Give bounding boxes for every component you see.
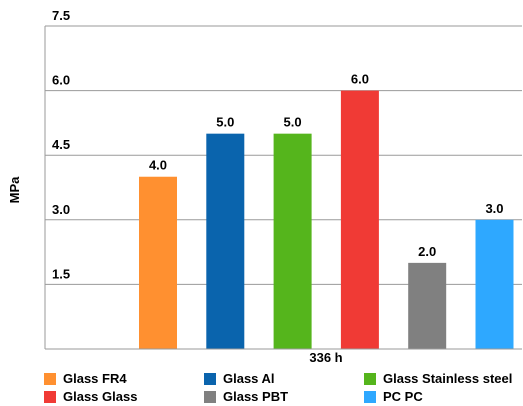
bar-glass-glass [340, 90, 379, 349]
y-axis-label: MPa [7, 176, 22, 204]
bar-value-label: 4.0 [149, 158, 167, 173]
x-axis-label: 336 h [309, 350, 342, 365]
bar-value-label: 2.0 [418, 244, 436, 259]
bar-value-label: 5.0 [216, 115, 234, 130]
bar-glass-al [206, 133, 245, 349]
bar-glass-pbt [408, 262, 447, 349]
bar-glass-fr4 [139, 176, 177, 349]
bar-value-label: 5.0 [284, 115, 302, 130]
bar-value-labels: 4.0 5.0 5.0 6.0 2.0 3.0 [149, 72, 504, 259]
bar-value-label: 6.0 [351, 72, 369, 87]
y-tick-label: 3.0 [52, 202, 70, 217]
bar-glass-stainless-steel [273, 133, 312, 349]
y-tick-label: 6.0 [52, 73, 70, 88]
bar-value-label: 3.0 [485, 201, 503, 216]
bars [139, 90, 514, 349]
y-tick-label: 4.5 [52, 137, 70, 152]
bar-pc-pc [475, 219, 514, 349]
y-tick-label: 7.5 [52, 8, 70, 23]
y-tick-labels: 7.5 6.0 4.5 3.0 1.5 [52, 8, 70, 281]
y-tick-label: 1.5 [52, 266, 70, 281]
